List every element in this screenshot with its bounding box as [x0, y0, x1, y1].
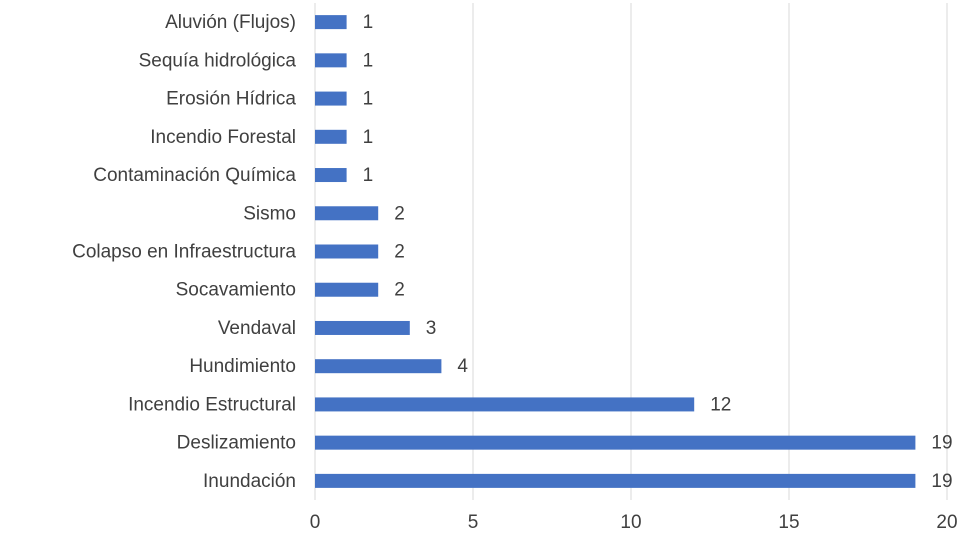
bar	[315, 53, 347, 68]
bar	[315, 435, 916, 450]
y-tick-label: Colapso en Infraestructura	[72, 242, 296, 263]
bar	[315, 473, 916, 488]
data-label: 3	[426, 318, 437, 339]
data-label: 2	[394, 280, 405, 301]
bar	[315, 244, 379, 259]
y-tick-label: Incendio Forestal	[150, 127, 296, 148]
bar	[315, 282, 379, 297]
bar	[315, 359, 442, 374]
y-tick-label: Inundación	[203, 471, 296, 492]
bar	[315, 168, 347, 183]
bar	[315, 15, 347, 30]
data-label: 2	[394, 242, 405, 263]
x-tick-label: 15	[778, 512, 799, 533]
x-tick-label: 20	[936, 512, 957, 533]
data-label: 19	[931, 471, 952, 492]
y-tick-label: Vendaval	[218, 318, 296, 339]
data-label: 1	[363, 165, 374, 186]
y-tick-label: Sismo	[243, 203, 296, 224]
data-label: 1	[363, 12, 374, 33]
data-label: 1	[363, 50, 374, 71]
data-label: 4	[457, 356, 468, 377]
y-tick-label: Deslizamiento	[177, 433, 296, 454]
x-tick-label: 0	[310, 512, 321, 533]
data-label: 1	[363, 89, 374, 110]
y-tick-label: Erosión Hídrica	[166, 89, 296, 110]
y-tick-label: Sequía hidrológica	[139, 50, 297, 71]
bar	[315, 206, 379, 221]
y-tick-label: Incendio Estructural	[128, 394, 296, 415]
bar	[315, 397, 695, 412]
x-tick-label: 10	[620, 512, 641, 533]
bar	[315, 91, 347, 106]
x-tick-label: 5	[468, 512, 479, 533]
y-tick-label: Socavamiento	[176, 280, 296, 301]
y-tick-label: Contaminación Química	[93, 165, 296, 186]
bar	[315, 129, 347, 144]
data-label: 19	[931, 433, 952, 454]
data-label: 1	[363, 127, 374, 148]
bar	[315, 320, 410, 335]
data-label: 12	[710, 394, 731, 415]
y-tick-label: Aluvión (Flujos)	[165, 12, 296, 33]
data-label: 2	[394, 203, 405, 224]
y-tick-label: Hundimiento	[189, 356, 296, 377]
